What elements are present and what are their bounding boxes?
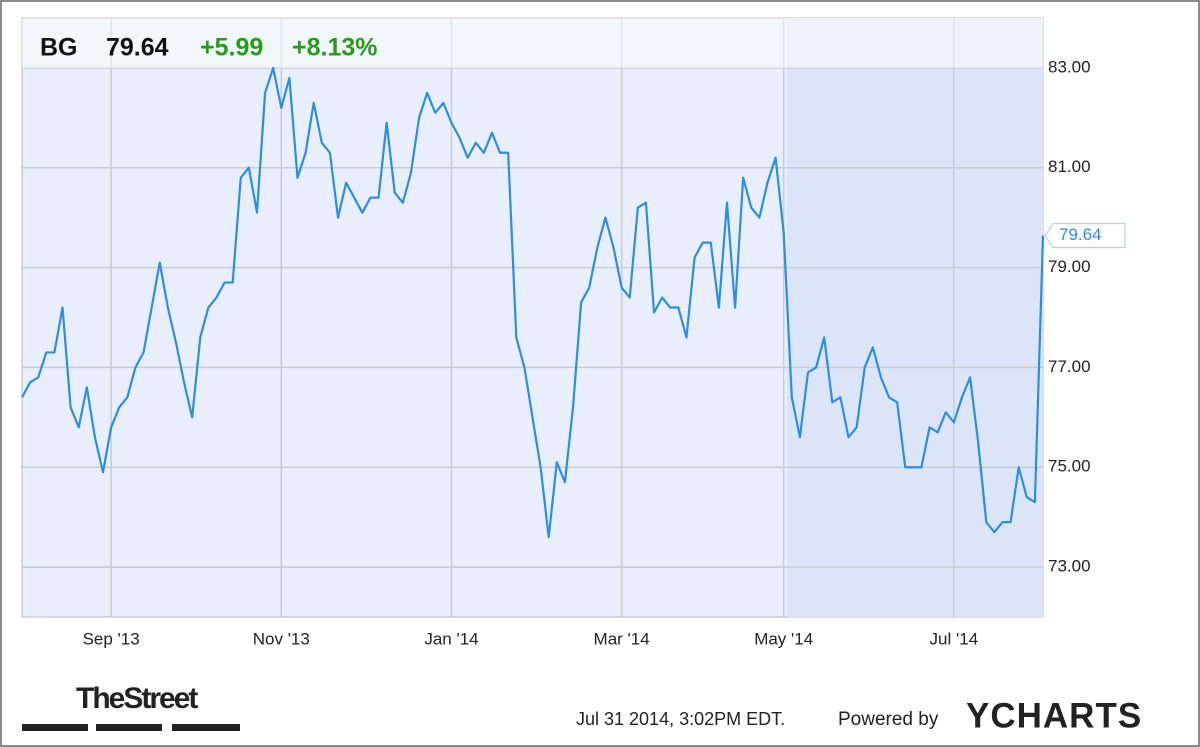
y-tick-label: 77.00: [1048, 357, 1091, 376]
x-tick-label: Jan '14: [424, 629, 478, 648]
logo-bar: [96, 724, 162, 731]
logo-bar: [172, 724, 240, 731]
logo-bar: [22, 724, 88, 731]
x-tick-label: Mar '14: [594, 629, 650, 648]
price: 79.64: [106, 34, 169, 62]
x-tick-label: Nov '13: [253, 629, 310, 648]
y-tick-label: 73.00: [1048, 557, 1091, 576]
last-value-label: 79.64: [1059, 225, 1102, 244]
source-logo: TheStreet: [76, 682, 198, 715]
x-tick-label: Sep '13: [83, 629, 140, 648]
plot: 79.64: [21, 66, 1126, 539]
y-tick-label: 83.00: [1048, 57, 1091, 76]
recent-band: [787, 18, 1043, 617]
change-pct: +8.13%: [292, 34, 378, 62]
x-tick-label: Jul '14: [930, 629, 979, 648]
price-line: [21, 66, 1045, 539]
grid: [22, 18, 1043, 617]
header-band: [22, 18, 1043, 68]
timestamp: Jul 31 2014, 3:02PM EDT.: [576, 709, 785, 729]
powered-by: Powered by: [838, 709, 939, 730]
x-tick-label: May '14: [754, 629, 813, 648]
y-tick-label: 75.00: [1048, 457, 1091, 476]
brand: YCHARTS: [966, 696, 1142, 735]
y-tick-label: 81.00: [1048, 157, 1091, 176]
y-tick-label: 79.00: [1048, 257, 1091, 276]
change: +5.99: [200, 34, 263, 62]
last-value-callout: [1044, 223, 1126, 249]
symbol: BG: [40, 34, 78, 62]
